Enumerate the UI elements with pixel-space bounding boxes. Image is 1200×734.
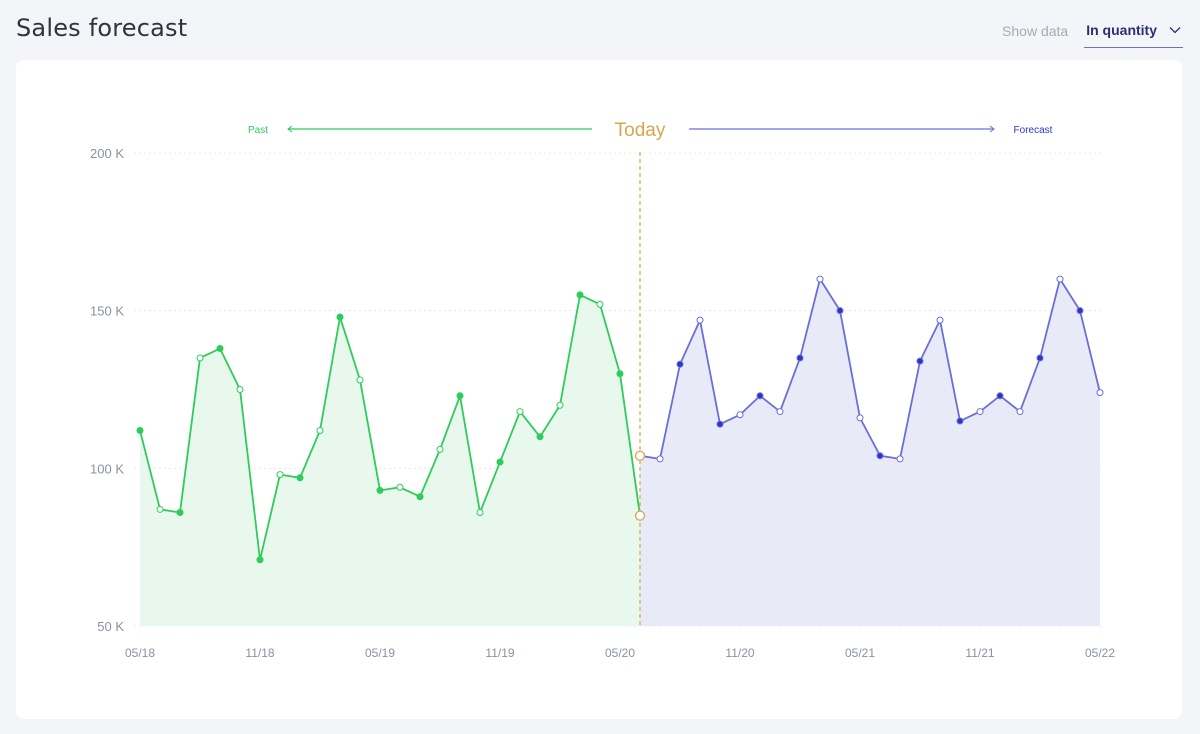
past-data-point xyxy=(616,370,624,378)
past-data-point xyxy=(436,445,444,453)
show-data-control: Show data In quantity xyxy=(1002,20,1183,48)
today-label: Today xyxy=(615,120,666,141)
show-data-select[interactable]: In quantity xyxy=(1084,20,1183,48)
past-data-point xyxy=(216,345,224,353)
today-data-point xyxy=(634,510,646,521)
past-data-point xyxy=(596,300,604,308)
chevron-down-icon xyxy=(1169,27,1181,34)
forecast-data-point xyxy=(916,357,924,365)
forecast-data-point xyxy=(876,452,884,460)
forecast-data-point xyxy=(816,275,824,283)
forecast-data-point xyxy=(1016,408,1024,416)
past-data-point xyxy=(196,354,204,362)
forecast-data-point xyxy=(736,411,744,419)
past-data-point xyxy=(236,386,244,393)
show-data-label: Show data xyxy=(1002,23,1069,39)
forecast-data-point xyxy=(1036,354,1044,362)
show-data-selected-value: In quantity xyxy=(1086,22,1157,38)
x-tick-label: 05/18 xyxy=(125,646,155,660)
forecast-data-point xyxy=(1096,389,1104,397)
y-tick-label: 200 K xyxy=(90,146,124,161)
x-tick-label: 05/20 xyxy=(605,646,635,660)
past-arrow-head-icon xyxy=(287,125,293,133)
forecast-data-point xyxy=(656,455,664,463)
past-data-point xyxy=(276,471,284,479)
y-tick-label: 150 K xyxy=(90,304,124,319)
forecast-data-point xyxy=(676,360,684,368)
forecast-data-point xyxy=(996,392,1004,400)
forecast-data-point xyxy=(756,392,764,400)
forecast-data-point xyxy=(896,455,904,463)
x-tick-label: 11/20 xyxy=(725,646,754,660)
past-data-point xyxy=(296,474,304,482)
forecast-data-point xyxy=(956,417,964,425)
past-label: Past xyxy=(248,125,268,136)
x-tick-label: 05/19 xyxy=(365,646,395,660)
forecast-data-point xyxy=(696,316,704,324)
y-tick-label: 100 K xyxy=(90,461,124,476)
sales-forecast-chart: 50 K 100 K 150 K 200 K 05/18 11/18 05/19 11/19 0… xyxy=(90,120,1115,660)
x-tick-label: 05/21 xyxy=(845,646,875,660)
x-tick-label: 11/18 xyxy=(245,646,274,660)
forecast-area xyxy=(640,279,1100,626)
past-data-point xyxy=(156,505,164,513)
past-data-point xyxy=(256,556,264,564)
forecast-data-point xyxy=(716,420,724,428)
forecast-data-point xyxy=(776,408,784,416)
past-data-point xyxy=(516,408,524,416)
past-data-point xyxy=(176,508,184,516)
past-data-point xyxy=(496,458,504,466)
forecast-data-point xyxy=(836,307,844,315)
past-area xyxy=(140,294,640,626)
past-data-point xyxy=(456,392,464,400)
forecast-arrow-head-icon xyxy=(989,125,995,133)
past-data-point xyxy=(316,426,324,434)
past-data-point xyxy=(576,291,584,299)
forecast-data-point xyxy=(796,354,804,362)
past-series-line xyxy=(139,294,641,561)
past-data-point xyxy=(136,426,144,434)
today-data-point xyxy=(634,450,646,461)
x-tick-label: 11/21 xyxy=(965,646,994,660)
past-data-point xyxy=(356,376,364,384)
forecast-data-point xyxy=(856,414,864,422)
forecast-data-point xyxy=(1056,275,1064,283)
past-data-point xyxy=(396,483,404,491)
past-data-point xyxy=(336,313,344,321)
forecast-data-point xyxy=(1076,307,1084,315)
past-data-point xyxy=(476,508,484,516)
forecast-series-line xyxy=(639,278,1101,460)
x-tick-label: 11/19 xyxy=(485,646,514,660)
past-data-point xyxy=(556,401,564,409)
past-data-point xyxy=(376,486,384,494)
page-title: Sales forecast xyxy=(16,14,188,42)
chart-card: 50 K 100 K 150 K 200 K 05/18 11/18 05/19 11/19 0… xyxy=(16,60,1182,719)
past-data-point xyxy=(536,433,544,441)
past-data-point xyxy=(416,493,424,501)
forecast-data-point xyxy=(976,408,984,416)
y-tick-label: 50 K xyxy=(97,619,124,634)
x-tick-label: 05/22 xyxy=(1085,646,1115,660)
forecast-data-point xyxy=(936,316,944,324)
forecast-label: Forecast xyxy=(1014,125,1053,136)
